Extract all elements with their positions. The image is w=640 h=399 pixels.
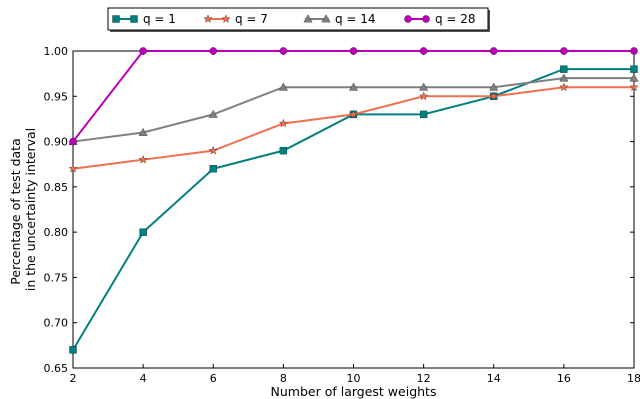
y-tick-label: 0.75 [44, 271, 69, 284]
data-point-q-1 [419, 110, 428, 119]
legend-marker-q-1 [112, 15, 120, 23]
legend-label-q-28: q = 28 [435, 12, 476, 26]
data-point-q-7 [138, 155, 148, 164]
legend-marker-q-28 [422, 15, 430, 23]
y-axis-label-line-1: Percentage of test data [8, 138, 23, 284]
y-tick-label: 0.85 [44, 181, 69, 194]
legend: q = 1 q = 7 q = 14 q = 28 [107, 7, 490, 32]
y-axis-label: Percentage of test data in the uncertain… [8, 128, 38, 291]
x-tick-label: 18 [627, 372, 640, 385]
x-tick-label: 8 [280, 372, 287, 385]
x-tick-label: 12 [417, 372, 431, 385]
x-tick-label: 10 [347, 372, 361, 385]
x-axis-label: Number of largest weights [271, 384, 437, 399]
legend-box [107, 7, 489, 31]
y-tick-label: 0.80 [44, 226, 69, 239]
y-axis-label-line-2: in the uncertainty interval [23, 128, 38, 291]
y-tick-label: 0.90 [44, 136, 69, 149]
data-point-q-28 [209, 47, 217, 55]
data-point-q-7 [208, 146, 218, 155]
series-q-28 [69, 47, 638, 146]
y-tick-label: 0.65 [44, 362, 69, 375]
legend-label-q-14: q = 14 [335, 12, 376, 26]
data-point-q-14 [278, 82, 288, 91]
y-tick-label: 1.00 [44, 45, 69, 58]
data-point-q-14 [419, 82, 429, 91]
data-point-q-28 [349, 47, 358, 55]
legend-label-q-1: q = 1 [143, 12, 176, 26]
series-q-7 [68, 82, 639, 173]
data-point-q-28 [630, 47, 638, 55]
data-point-q-14 [138, 128, 148, 136]
plot-area [72, 50, 635, 369]
data-point-q-1 [69, 346, 77, 354]
data-point-q-7 [629, 82, 639, 91]
legend-marker-q-1 [130, 15, 138, 23]
legend-marker-q-28 [404, 15, 412, 23]
legend-marker-q-7 [221, 14, 231, 23]
data-point-q-1 [630, 65, 638, 73]
x-tick-label: 16 [557, 372, 571, 385]
x-tick-label: 2 [70, 372, 77, 385]
legend-marker-q-7 [203, 14, 213, 23]
legend-marker-q-14 [303, 14, 313, 23]
data-point-q-28 [139, 47, 147, 55]
legend-label-q-7: q = 7 [235, 12, 268, 26]
data-point-q-7 [68, 164, 78, 173]
x-tick-label: 14 [487, 372, 501, 385]
data-point-q-28 [489, 47, 498, 55]
data-point-q-7 [419, 91, 429, 101]
data-point-q-7 [559, 82, 569, 91]
data-point-q-28 [279, 47, 288, 55]
data-point-q-1 [209, 165, 217, 173]
data-point-q-1 [560, 65, 568, 73]
plot-frame [72, 50, 635, 369]
data-point-q-28 [560, 47, 568, 55]
y-tick-label: 0.70 [44, 317, 69, 330]
series-layer [68, 47, 639, 354]
legend-marker-q-14 [321, 14, 331, 23]
data-point-q-14 [349, 82, 358, 91]
x-tick-label: 4 [140, 372, 147, 385]
data-point-q-1 [139, 228, 147, 236]
data-point-q-14 [489, 82, 499, 91]
data-point-q-14 [559, 73, 569, 82]
data-point-q-7 [489, 91, 499, 101]
data-point-q-1 [279, 146, 288, 155]
axes: 2 4 6 8 10 12 14 16 18 0.65 0.70 0.75 0.80 0.85 0.90 0.… [44, 45, 640, 385]
x-tick-label: 6 [210, 372, 217, 385]
data-point-q-7 [349, 109, 358, 119]
data-point-q-28 [69, 137, 77, 146]
data-point-q-7 [278, 118, 288, 128]
y-tick-label: 0.95 [44, 90, 69, 103]
data-point-q-14 [208, 109, 218, 118]
data-point-q-28 [419, 47, 428, 55]
data-point-q-14 [629, 73, 639, 82]
